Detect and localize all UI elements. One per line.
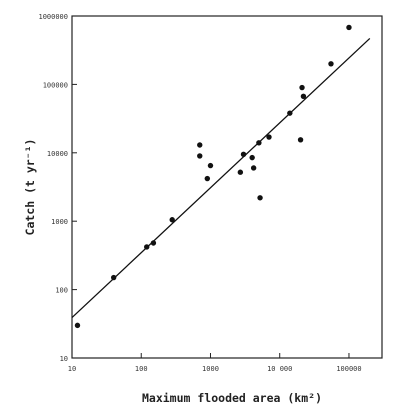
y-tick-label: 10000 <box>47 150 68 158</box>
data-point <box>197 153 203 159</box>
data-point <box>74 322 81 329</box>
data-points <box>74 24 352 329</box>
y-tick-label: 100000 <box>43 81 68 89</box>
data-point <box>240 151 247 158</box>
data-point <box>249 154 255 161</box>
data-point <box>299 84 305 91</box>
data-point <box>250 165 257 171</box>
x-tick-label: 1000 <box>202 365 219 373</box>
y-tick-label: 1000000 <box>38 13 68 21</box>
regression-line <box>71 37 371 319</box>
data-point <box>169 217 175 223</box>
data-point <box>150 240 157 246</box>
y-axis-title: Catch (t yr⁻¹) <box>23 139 37 236</box>
x-tick-label: 100000 <box>336 365 361 373</box>
data-point <box>237 169 244 175</box>
data-point <box>287 110 293 116</box>
x-tick-label: 10 000 <box>267 365 292 373</box>
data-point <box>257 195 263 201</box>
x-axis-ticks: 10 100 1000 10 000 100000 <box>68 353 362 373</box>
y-tick-label: 1000 <box>51 218 68 226</box>
x-tick-label: 100 <box>135 365 148 373</box>
data-point <box>266 134 272 140</box>
y-tick-label: 100 <box>55 287 68 295</box>
data-point <box>207 162 214 169</box>
data-point <box>300 93 307 99</box>
y-tick-label: 10 <box>60 355 68 363</box>
data-point <box>204 175 211 182</box>
data-point <box>144 244 150 250</box>
data-point <box>346 24 352 31</box>
data-point <box>297 137 304 143</box>
regression-line-group <box>71 37 371 319</box>
data-point <box>110 274 117 281</box>
data-point <box>256 140 262 146</box>
x-tick-label: 10 <box>68 365 76 373</box>
y-axis-ticks: 10 100 1000 10000 100000 1000000 <box>38 13 77 363</box>
x-axis-title: Maximum flooded area (km²) <box>142 391 322 405</box>
data-point <box>328 61 334 67</box>
plot-frame <box>71 15 383 359</box>
data-point <box>197 142 203 148</box>
